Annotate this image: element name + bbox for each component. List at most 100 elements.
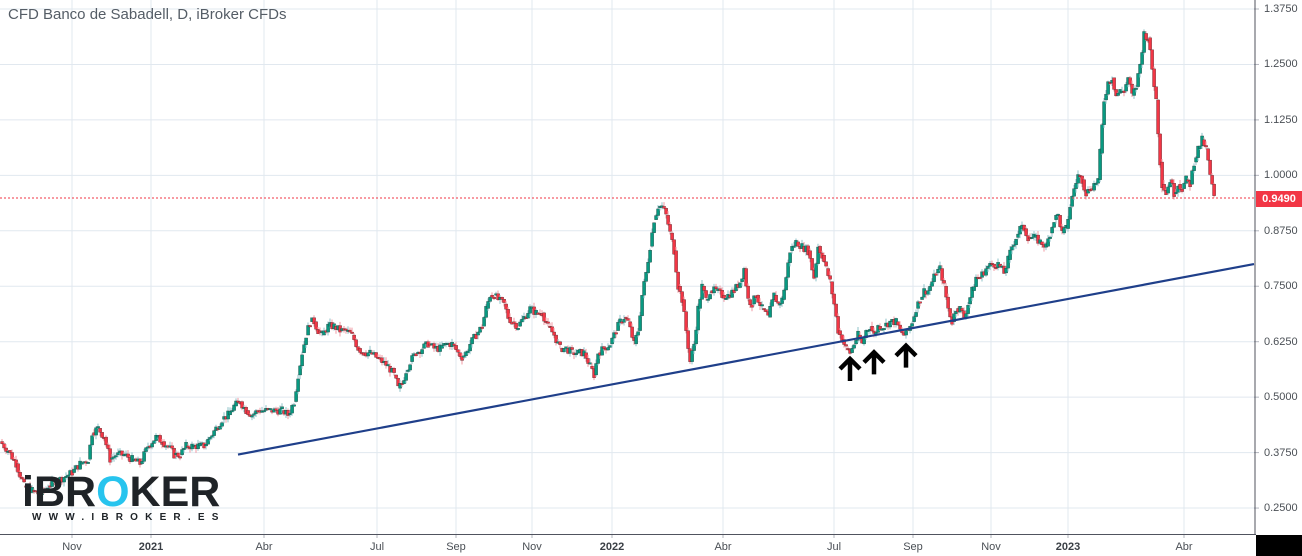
candle-body <box>306 325 310 336</box>
candle-body <box>1040 241 1044 245</box>
candle-body <box>936 268 940 274</box>
candle-body <box>466 350 470 353</box>
candle-body <box>196 443 200 449</box>
candle-body <box>844 344 848 347</box>
candle-body <box>738 282 742 288</box>
candle-body <box>652 222 656 233</box>
candle-body <box>662 206 666 209</box>
candle-body <box>944 286 948 298</box>
candle-body <box>96 426 100 429</box>
candle-body <box>648 250 652 263</box>
candle-body <box>98 428 102 433</box>
candle-body <box>402 380 406 384</box>
candle-body <box>854 340 858 345</box>
candle-body <box>386 364 390 367</box>
candle-body <box>66 474 70 477</box>
candle-body <box>698 299 702 309</box>
candle-body <box>368 349 372 353</box>
candle-body <box>126 453 130 458</box>
candle-body <box>882 328 886 330</box>
candle-body <box>526 313 530 319</box>
candle-body <box>830 281 834 295</box>
candle-body <box>628 321 632 328</box>
candle-body <box>1094 183 1098 185</box>
candle-body <box>506 309 510 319</box>
candle-body <box>1156 99 1160 135</box>
candle-body <box>770 299 774 307</box>
candle-body <box>158 435 162 443</box>
candle-body <box>808 250 812 259</box>
candle-body <box>114 455 118 458</box>
candle-body <box>1136 73 1140 87</box>
candle-body <box>1202 139 1206 146</box>
candle-body <box>626 318 630 321</box>
candle-body <box>686 330 690 349</box>
candle-body <box>696 305 700 331</box>
candle-body <box>234 400 238 407</box>
candle-body <box>986 266 990 269</box>
candle-body <box>482 317 486 327</box>
candle-body <box>468 344 472 352</box>
candle-body <box>942 280 946 284</box>
candle-body <box>630 326 634 338</box>
candle-body <box>100 432 104 438</box>
y-tick-label: 0.3750 <box>1264 446 1298 459</box>
candle-body <box>564 346 568 349</box>
candle-body <box>1194 157 1198 163</box>
candle-body <box>116 452 120 455</box>
candle-body <box>1104 94 1108 101</box>
candle-body <box>584 352 588 359</box>
candle-body <box>814 263 818 278</box>
candle-body <box>788 252 792 263</box>
candle-body <box>500 296 504 300</box>
candle-body <box>440 345 444 349</box>
candle-body <box>374 352 378 358</box>
candle-body <box>570 347 574 350</box>
candle-body <box>484 306 488 318</box>
candle-body <box>928 286 932 291</box>
y-tick-label: 0.8750 <box>1264 224 1298 237</box>
candle-body <box>784 277 788 291</box>
candle-body <box>142 451 146 462</box>
candle-body <box>392 368 396 373</box>
candle-body <box>818 246 822 254</box>
candle-body <box>1154 86 1158 100</box>
candle-body <box>752 295 756 305</box>
candle-body <box>278 408 282 415</box>
candle-body <box>740 278 744 282</box>
candle-body <box>298 365 302 376</box>
candle-body <box>912 316 916 322</box>
candle-body <box>940 268 944 281</box>
candle-body <box>602 346 606 349</box>
candle-body <box>676 271 680 290</box>
candle-body <box>490 294 494 298</box>
arrow-up-icon <box>862 349 886 375</box>
x-tick-label: Sep <box>903 541 923 553</box>
candle-body <box>104 436 108 446</box>
candle-body <box>502 299 506 303</box>
candle-body <box>178 456 182 459</box>
candle-body <box>790 246 794 251</box>
candle-body <box>1208 159 1212 175</box>
candle-body <box>910 323 914 327</box>
candle-body <box>504 303 508 310</box>
candle-body <box>750 304 754 308</box>
x-tick-label: 2021 <box>138 541 164 553</box>
logo-o-ring: O <box>96 468 130 516</box>
candle-body <box>1054 215 1058 220</box>
candle-body <box>822 255 826 262</box>
candle-body <box>1012 244 1016 247</box>
candle-body <box>1122 90 1126 93</box>
candle-body <box>610 337 614 345</box>
candle-body <box>304 337 308 345</box>
candle-body <box>746 285 750 299</box>
candle-body <box>968 297 972 305</box>
candle-body <box>1014 238 1018 246</box>
candle-body <box>810 258 814 271</box>
candle-body <box>106 444 110 449</box>
candle-body <box>992 263 996 268</box>
candle-body <box>422 343 426 349</box>
candle-body <box>704 290 708 298</box>
y-tick-label: 1.3750 <box>1264 3 1298 15</box>
